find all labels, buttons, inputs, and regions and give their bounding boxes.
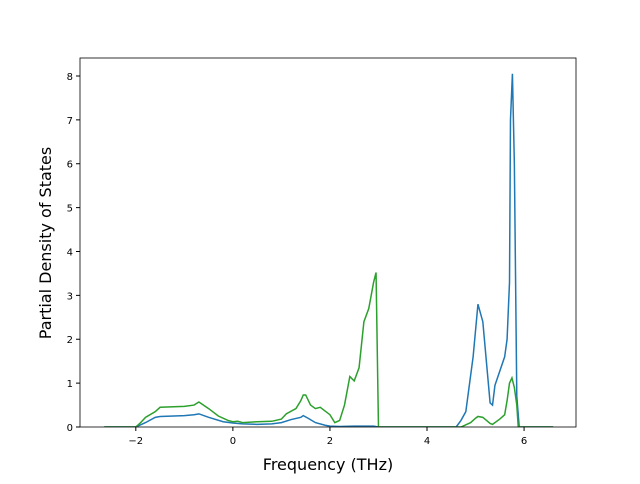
x-tick-label: −2 — [128, 436, 143, 447]
y-tick-label: 1 — [67, 379, 73, 390]
line-series — [104, 73, 554, 427]
line-series — [104, 272, 554, 427]
y-tick-label: 6 — [67, 160, 73, 171]
x-tick-label: 4 — [424, 436, 430, 447]
y-tick-label: 5 — [67, 204, 73, 215]
y-tick-label: 4 — [67, 247, 73, 258]
x-tick-label: 2 — [327, 436, 333, 447]
y-axis-label: Partial Density of States — [36, 147, 55, 339]
y-tick-label: 2 — [67, 335, 73, 346]
x-tick-label: 0 — [230, 436, 236, 447]
plot-frame — [79, 57, 577, 428]
y-tick-label: 0 — [67, 423, 73, 434]
x-tick-label: 6 — [521, 436, 527, 447]
x-axis-label: Frequency (THz) — [263, 455, 393, 474]
y-tick-label: 7 — [67, 116, 73, 127]
y-tick-label: 3 — [67, 291, 73, 302]
y-tick-label: 8 — [67, 72, 73, 83]
